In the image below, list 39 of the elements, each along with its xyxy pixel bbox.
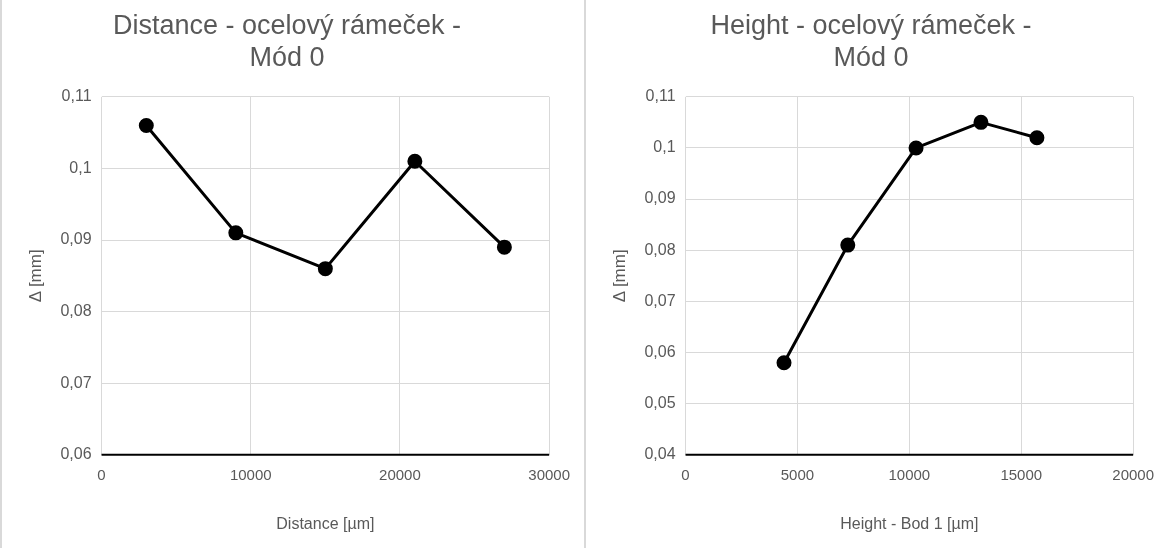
y-tick-label: 0,1 [69,158,92,176]
x-axis-title: Distance [µm] [276,514,375,532]
y-tick-label: 0,06 [60,445,92,463]
point [138,117,154,133]
y-tick-label: 0,04 [644,445,676,463]
x-tick-label: 10000 [229,465,272,483]
y-tick-label: 0,11 [645,87,676,105]
x-tick-label: 20000 [1112,465,1154,483]
y-tick-label: 0,09 [60,230,92,248]
y-tick-label: 0,11 [61,87,92,105]
point [908,140,924,156]
y-tick-label: 0,08 [60,302,92,320]
point [496,239,512,255]
x-tick-label: 15000 [1000,465,1043,483]
y-axis-title: Δ [mm] [25,249,45,303]
x-axis-title: Height - Bod 1 [µm] [840,514,979,532]
point [840,237,856,253]
y-tick-label: 0,08 [644,240,676,258]
x-tick-label: 5000 [780,465,815,483]
x-tick-label: 10000 [888,465,931,483]
point [407,153,423,169]
point [776,355,792,371]
y-axis-title: Δ [mm] [609,249,629,303]
x-tick-label: 30000 [528,465,570,483]
point [317,261,333,277]
x-tick-label: 0 [681,465,690,483]
y-tick-label: 0,07 [644,291,676,309]
y-tick-label: 0,1 [653,138,676,156]
point [228,225,244,241]
x-tick-label: 0 [97,465,106,483]
y-tick-label: 0,07 [60,373,92,391]
y-tick-label: 0,09 [644,189,676,207]
x-tick-label: 20000 [379,465,421,483]
point [973,114,989,130]
chart-title: Distance - ocelový rámeček - Mód 0 [112,9,462,73]
chart-title: Height - ocelový rámeček - Mód 0 [710,9,1032,73]
point [1029,130,1045,146]
y-tick-label: 0,06 [644,342,676,360]
y-tick-label: 0,05 [644,394,676,412]
